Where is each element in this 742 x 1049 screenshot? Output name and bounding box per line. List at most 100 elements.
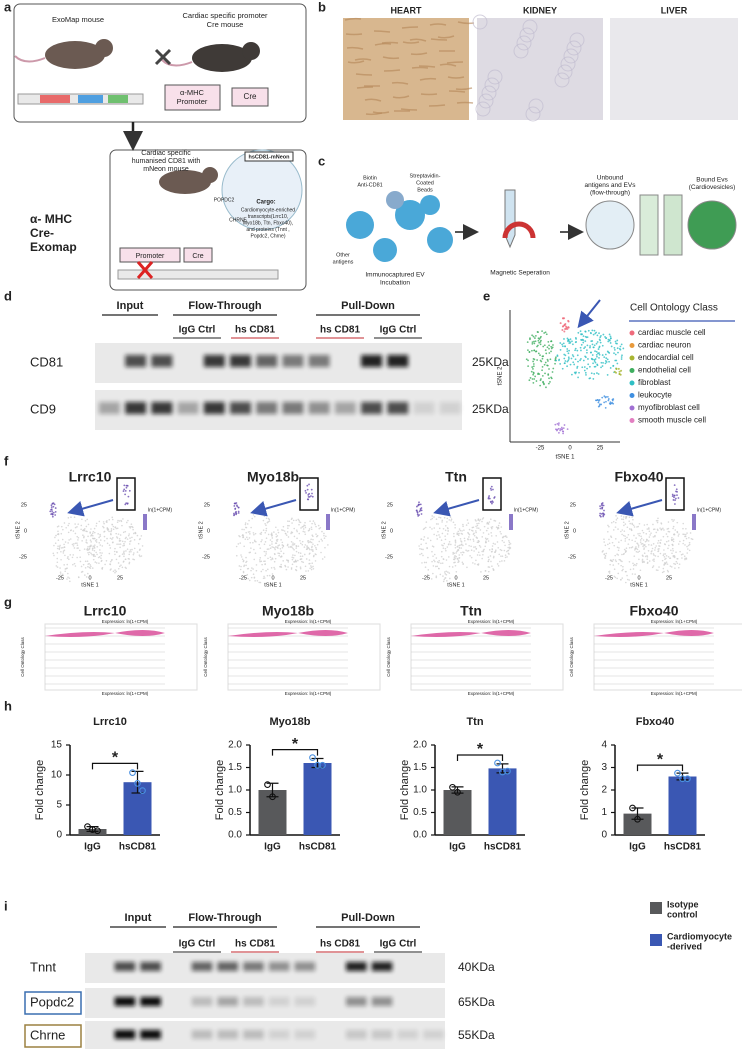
tsne-dot xyxy=(438,561,440,564)
tsne-dot xyxy=(615,342,617,345)
tsne-dot xyxy=(458,546,461,549)
tsne-dot xyxy=(552,344,554,346)
tsne-dot xyxy=(283,530,286,532)
tsne-dot xyxy=(292,519,295,522)
tsne-dot xyxy=(622,534,625,537)
tsne-dot xyxy=(432,572,434,575)
tsne-dot xyxy=(124,566,127,569)
tsne-dot xyxy=(506,536,508,538)
tsne-dot xyxy=(673,519,675,521)
tsne-dot xyxy=(291,531,294,534)
tsne-dot xyxy=(665,540,668,543)
tsne-dot xyxy=(582,335,585,338)
tsne-dot xyxy=(598,404,601,407)
tsne-dot xyxy=(56,566,59,568)
tsne-dot xyxy=(295,545,298,548)
tsne-dot xyxy=(99,544,102,546)
tsne-dot xyxy=(123,544,126,547)
tissue-image xyxy=(610,18,738,120)
gene-title: Ttn xyxy=(445,469,467,485)
tsne-dot xyxy=(646,562,649,565)
tsne-dot xyxy=(598,353,601,356)
tsne-dot xyxy=(684,535,686,538)
tsne-dot xyxy=(586,367,588,370)
tsne-dot xyxy=(453,535,455,538)
tsne-dot xyxy=(643,552,646,555)
tsne-dot xyxy=(235,554,238,557)
tsne-dot xyxy=(424,526,427,529)
tsne-dot xyxy=(672,520,674,522)
inset-box xyxy=(299,477,319,511)
tsne-dot xyxy=(630,528,632,530)
tsne-dot xyxy=(662,554,665,557)
tsne-dot xyxy=(610,521,613,524)
tsne-dot xyxy=(416,513,419,516)
tsne-dot xyxy=(637,546,640,548)
tsne-dot xyxy=(577,360,579,363)
label: Cardiac specific promoter xyxy=(182,11,268,20)
lane-group: Pull-Down xyxy=(341,300,395,312)
tsne-dot xyxy=(106,527,109,530)
tsne-dot xyxy=(566,350,569,353)
tsne-dot xyxy=(492,568,495,571)
tsne-dot xyxy=(445,573,448,576)
tsne-dot xyxy=(492,488,494,491)
tsne-dot xyxy=(663,549,665,551)
tsne-dot xyxy=(238,535,240,537)
tsne-dot xyxy=(617,554,620,556)
tsne-dot xyxy=(244,522,247,524)
tsne-dot xyxy=(625,547,628,550)
tsne-dot xyxy=(435,518,438,520)
tsne-dot xyxy=(246,573,249,576)
tsne-dot xyxy=(78,576,80,579)
significance: * xyxy=(477,741,484,758)
tsne-dot xyxy=(112,525,115,528)
tsne-dot xyxy=(476,541,479,544)
tsne-dot xyxy=(645,545,647,548)
tsne-dot xyxy=(530,370,533,373)
tsne-dot xyxy=(584,335,587,338)
y-axis-label: Fold change xyxy=(214,760,226,821)
tsne-dot xyxy=(308,559,311,561)
tsne-dot xyxy=(295,547,298,549)
tsne-dot xyxy=(277,531,280,534)
tsne-dot xyxy=(237,506,240,509)
tsne-dot xyxy=(424,566,427,568)
tsne-dot xyxy=(593,372,596,375)
tsne-dot xyxy=(466,519,469,521)
tsne-dot xyxy=(599,512,602,515)
tsne-dot xyxy=(648,530,651,533)
tsne-dot xyxy=(327,544,329,546)
tsne-dot xyxy=(99,552,101,554)
tsne-dot xyxy=(605,337,608,339)
tsne-dot xyxy=(252,568,254,570)
tsne-dot xyxy=(103,522,105,525)
tsne-dot xyxy=(445,570,448,573)
tsne-dot xyxy=(593,344,596,347)
tsne-dot xyxy=(72,530,75,532)
tsne-dot xyxy=(128,551,131,553)
gene-title: Lrrc10 xyxy=(69,469,112,485)
tsne-dot xyxy=(136,534,139,537)
tsne-dot xyxy=(76,556,78,559)
tsne-dot xyxy=(587,358,589,360)
tsne-dot xyxy=(671,543,674,546)
tsne-dot xyxy=(275,546,277,548)
tissue-texture xyxy=(446,61,464,64)
tsne-dot xyxy=(287,520,289,522)
tick-label: -25 xyxy=(536,446,545,452)
tsne-dot xyxy=(469,555,471,557)
tsne-dot xyxy=(269,556,272,558)
tsne-dot xyxy=(132,528,134,531)
tsne-dot xyxy=(533,337,536,339)
tsne-dot xyxy=(62,552,65,554)
blot-band xyxy=(177,402,199,414)
tsne-dot xyxy=(271,537,274,539)
tsne-dot xyxy=(487,533,490,535)
tsne-dot xyxy=(121,524,123,527)
data-point xyxy=(634,815,641,823)
tsne-dot xyxy=(596,363,599,366)
tsne-dot xyxy=(431,550,433,553)
tsne-dot xyxy=(574,358,577,361)
tsne-dot xyxy=(440,562,442,565)
